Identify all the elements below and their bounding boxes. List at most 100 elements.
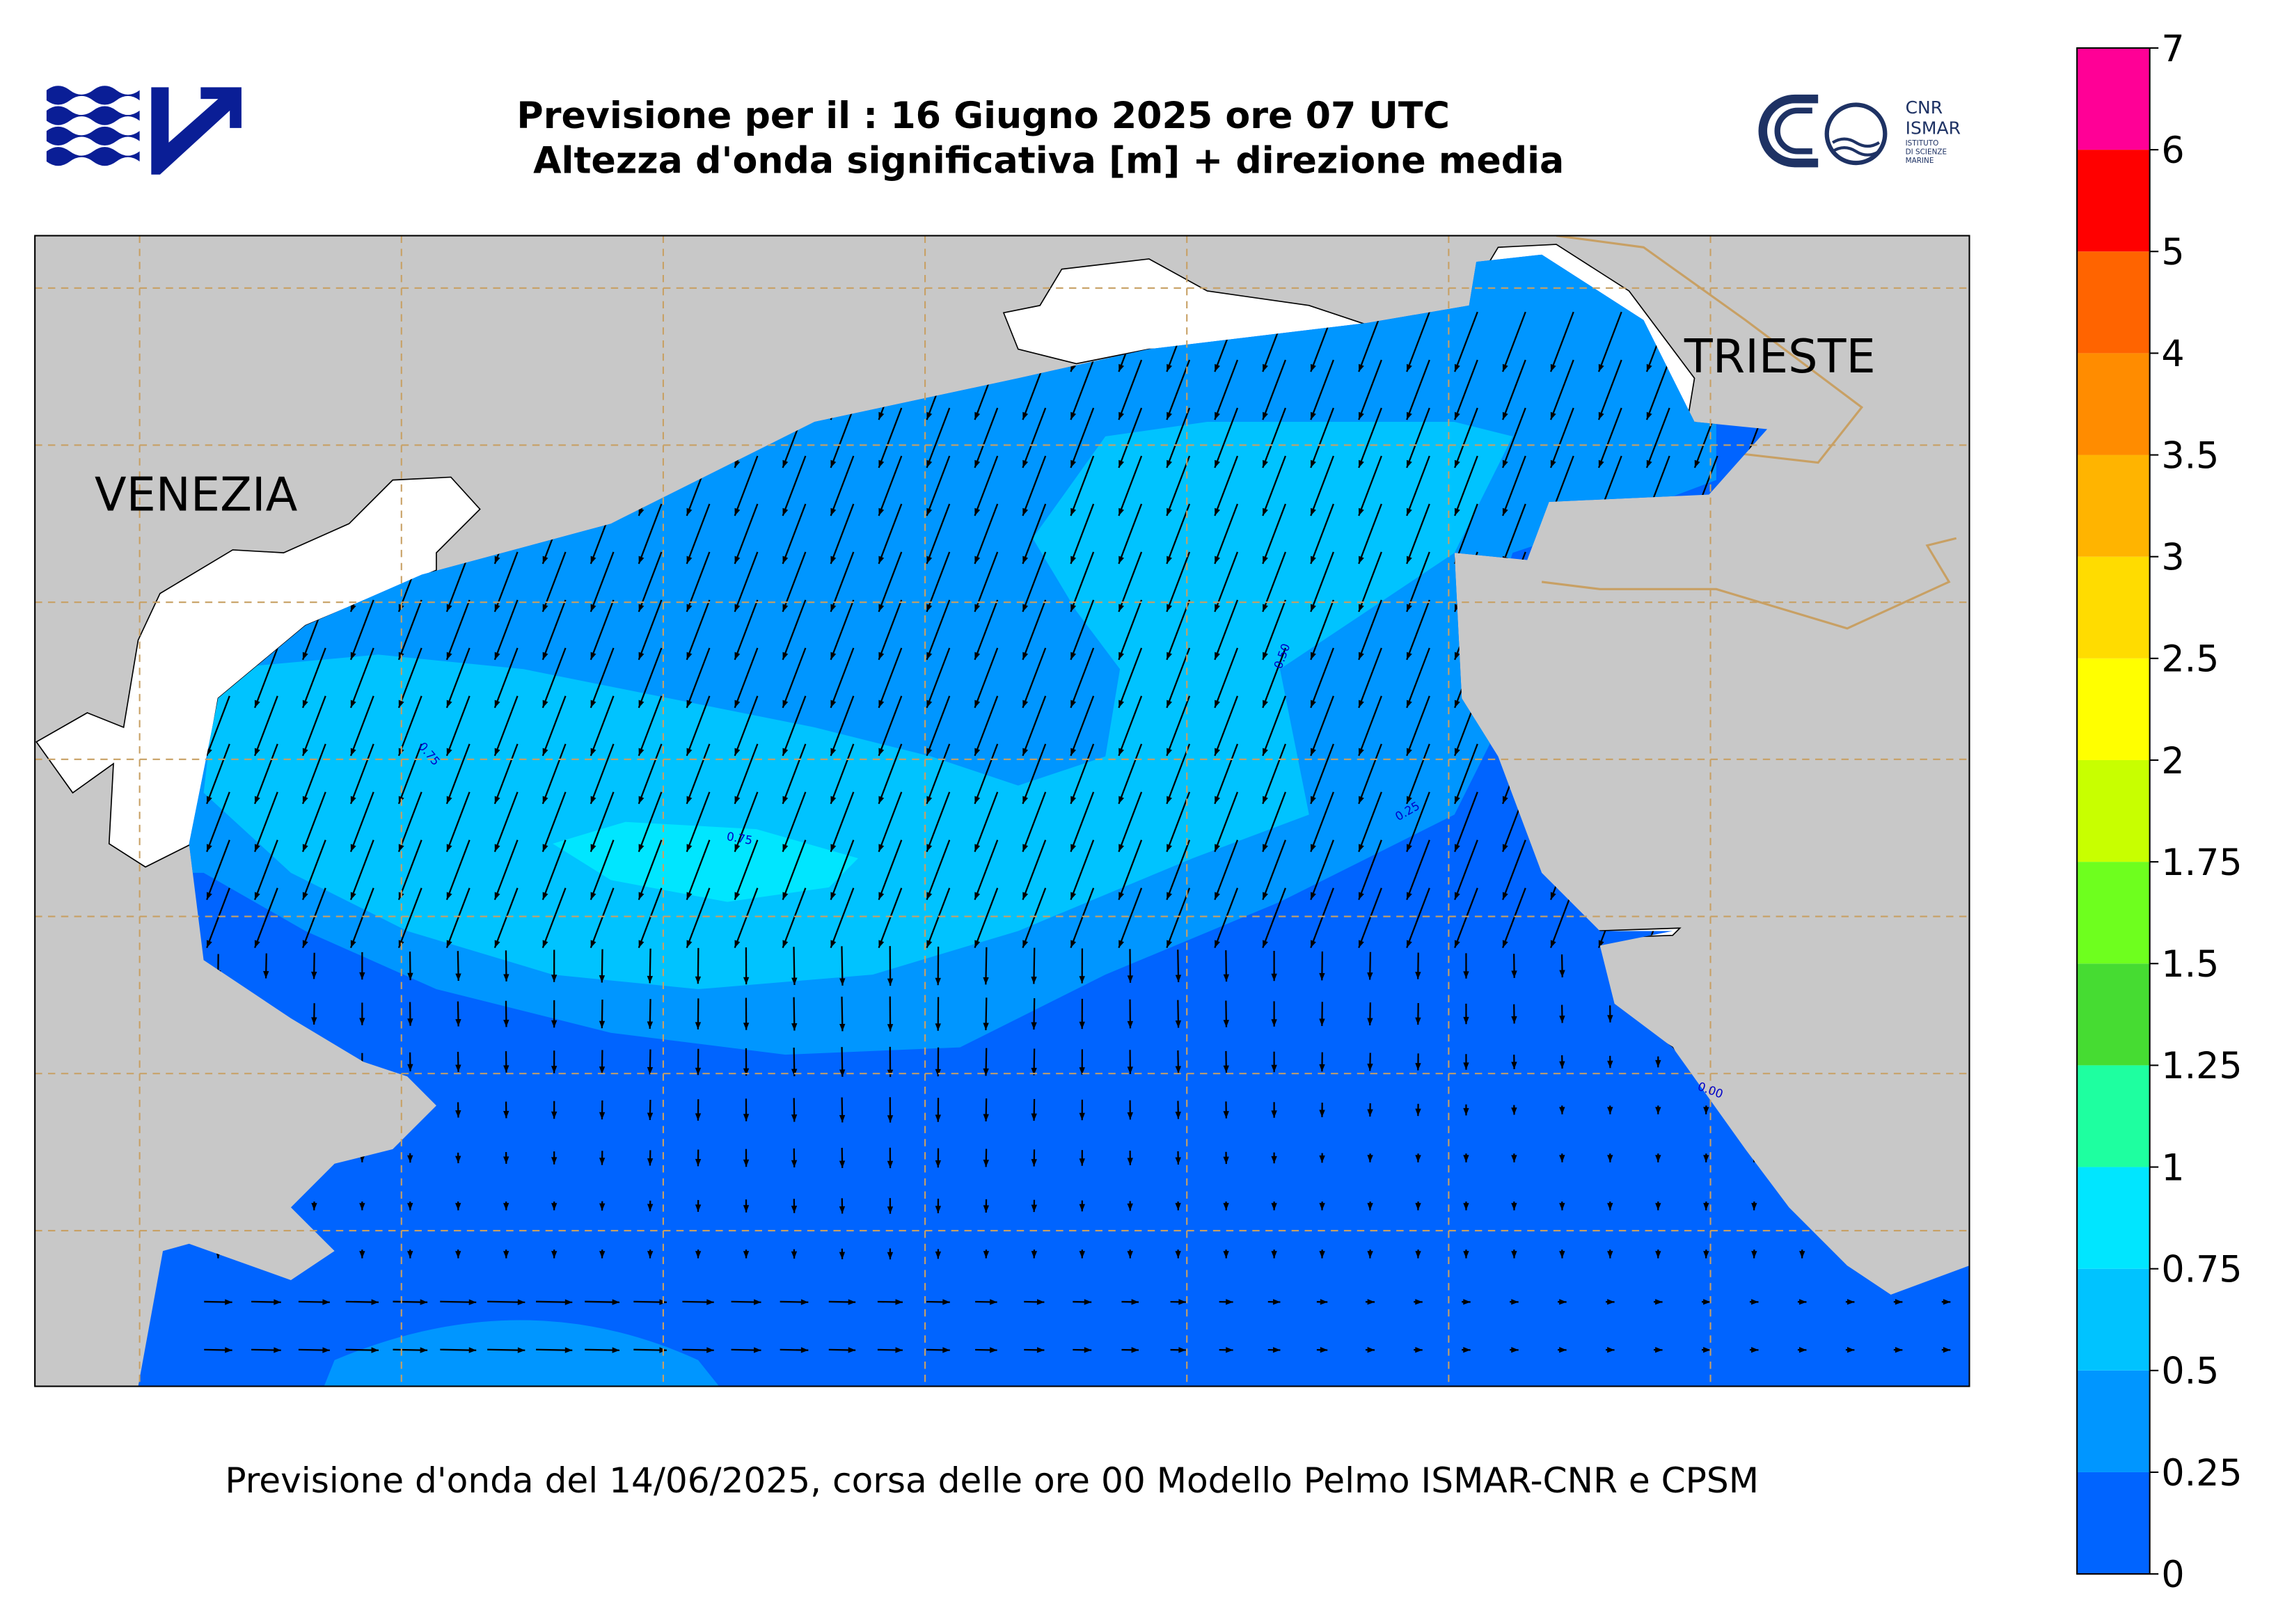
wave-arrow <box>1502 311 1526 372</box>
wave-arrow-head <box>791 1114 798 1122</box>
wave-arrow-head <box>407 1064 413 1072</box>
wave-arrow-head <box>887 1160 894 1169</box>
wave-arrow-head <box>1070 411 1077 420</box>
wave-arrow-head <box>371 1299 379 1305</box>
wave-arrow <box>541 743 567 805</box>
wave-arrow-head <box>782 652 789 660</box>
wave-arrow <box>1502 359 1526 420</box>
wave-arrow-head <box>1415 1017 1421 1025</box>
wave-arrow-head <box>503 974 509 982</box>
wave-arrow-head <box>1320 1299 1328 1305</box>
wave-arrow <box>397 647 422 709</box>
wave-arrow-head <box>887 1252 894 1260</box>
wave-arrow-head <box>983 1159 989 1167</box>
colorbar-tick-label: 1 <box>2161 1147 2184 1189</box>
wave-arrow-head <box>1550 459 1556 468</box>
wave-arrow-head <box>1751 1251 1757 1259</box>
wave-arrow-head <box>1263 555 1268 564</box>
wave-arrow-head <box>1271 1156 1277 1164</box>
wave-arrow <box>349 743 374 805</box>
colorbar-tick-label: 0.25 <box>2161 1453 2242 1495</box>
wave-arrow-head <box>1454 748 1460 756</box>
wave-arrow <box>254 791 278 853</box>
wave-arrow <box>782 839 807 901</box>
wave-arrow-head <box>1406 748 1412 756</box>
wave-arrow-head <box>1415 1108 1421 1117</box>
wave-arrow-head <box>1511 1016 1517 1024</box>
wave-arrow-head <box>350 796 356 804</box>
wave-arrow-head <box>1070 507 1077 516</box>
wave-arrow-head <box>926 700 933 708</box>
wave-arrow-head <box>830 940 837 948</box>
wave-arrow-head <box>350 748 356 756</box>
wave-arrow <box>1358 888 1382 949</box>
wave-arrow-head <box>446 700 452 708</box>
wave-arrow <box>1022 695 1047 757</box>
wave-arrow <box>1358 359 1382 420</box>
wave-arrow <box>1454 311 1478 372</box>
map: VENEZIA TRIESTE 0.75 0.75 0.50 0.25 0.00 <box>35 235 1970 1387</box>
wave-arrow-head <box>1118 844 1125 852</box>
wave-arrow-head <box>1167 507 1172 516</box>
wave-arrow-head <box>830 892 837 900</box>
wave-arrow <box>1262 455 1287 517</box>
wave-arrow-head <box>302 748 308 756</box>
wave-arrow-head <box>1271 1203 1277 1211</box>
wave-arrow-head <box>839 1114 846 1123</box>
wave-arrow-head <box>1175 1066 1181 1073</box>
wave-arrow-head <box>1511 1299 1519 1305</box>
wave-arrow-head <box>517 1299 525 1305</box>
wave-arrow-head <box>1406 700 1412 708</box>
wave-arrow-head <box>983 1205 990 1213</box>
wave-arrow-head <box>1406 507 1412 516</box>
wave-arrow-head <box>1502 411 1508 420</box>
wave-arrow-head <box>1359 796 1364 804</box>
wave-arrow-head <box>878 507 885 516</box>
wave-arrow-head <box>935 1023 941 1031</box>
wave-arrow-head <box>1167 459 1172 468</box>
wave-arrow-head <box>839 978 846 986</box>
wave-arrow-head <box>1607 1299 1615 1305</box>
wave-arrow-head <box>350 604 356 612</box>
wave-arrow-head <box>695 1251 702 1259</box>
wave-arrow-head <box>1463 1155 1469 1162</box>
wave-arrow-head <box>1463 1062 1469 1070</box>
wave-arrow-head <box>1215 459 1220 468</box>
wave-arrow <box>878 839 903 901</box>
wave-arrow <box>782 599 807 661</box>
wave-arrow-head <box>1215 844 1220 852</box>
wave-arrow <box>974 888 999 949</box>
wave-arrow <box>974 455 999 517</box>
wave-arrow <box>1502 839 1526 901</box>
wave-arrow-head <box>686 892 693 900</box>
wave-arrow-head <box>1320 1347 1328 1353</box>
wave-arrow <box>1406 647 1430 709</box>
colorbar-tick-label: 1.75 <box>2161 842 2242 884</box>
wave-arrow-head <box>590 748 596 756</box>
wave-arrow <box>1118 647 1143 709</box>
wave-arrow <box>926 791 951 853</box>
wave-arrow-head <box>1215 363 1220 372</box>
wave-arrow-head <box>1319 972 1325 981</box>
wave-arrow <box>1597 407 1622 468</box>
wave-arrow <box>1070 503 1095 565</box>
wave-arrow-head <box>1167 555 1172 564</box>
wave-arrow <box>878 599 903 661</box>
wave-arrow-head <box>830 507 837 516</box>
wave-arrow <box>1358 791 1382 853</box>
wave-arrow-head <box>1118 940 1125 948</box>
wave-arrow-head <box>1175 975 1182 982</box>
wave-arrow-head <box>1559 1016 1565 1023</box>
wave-arrow-head <box>1272 1299 1281 1305</box>
wave-arrow-head <box>974 844 981 852</box>
wave-arrow <box>1262 839 1287 901</box>
wave-arrow-head <box>1559 1347 1567 1353</box>
wave-arrow-head <box>1406 459 1412 468</box>
wave-arrow-head <box>878 796 885 804</box>
wave-arrow-head <box>311 971 317 979</box>
wave-arrow-head <box>638 507 645 516</box>
wave-arrow-head <box>1031 1022 1037 1030</box>
wave-arrow-head <box>686 652 693 660</box>
wave-arrow <box>926 695 951 757</box>
logo-text: DI SCIENZE <box>1906 148 1947 157</box>
